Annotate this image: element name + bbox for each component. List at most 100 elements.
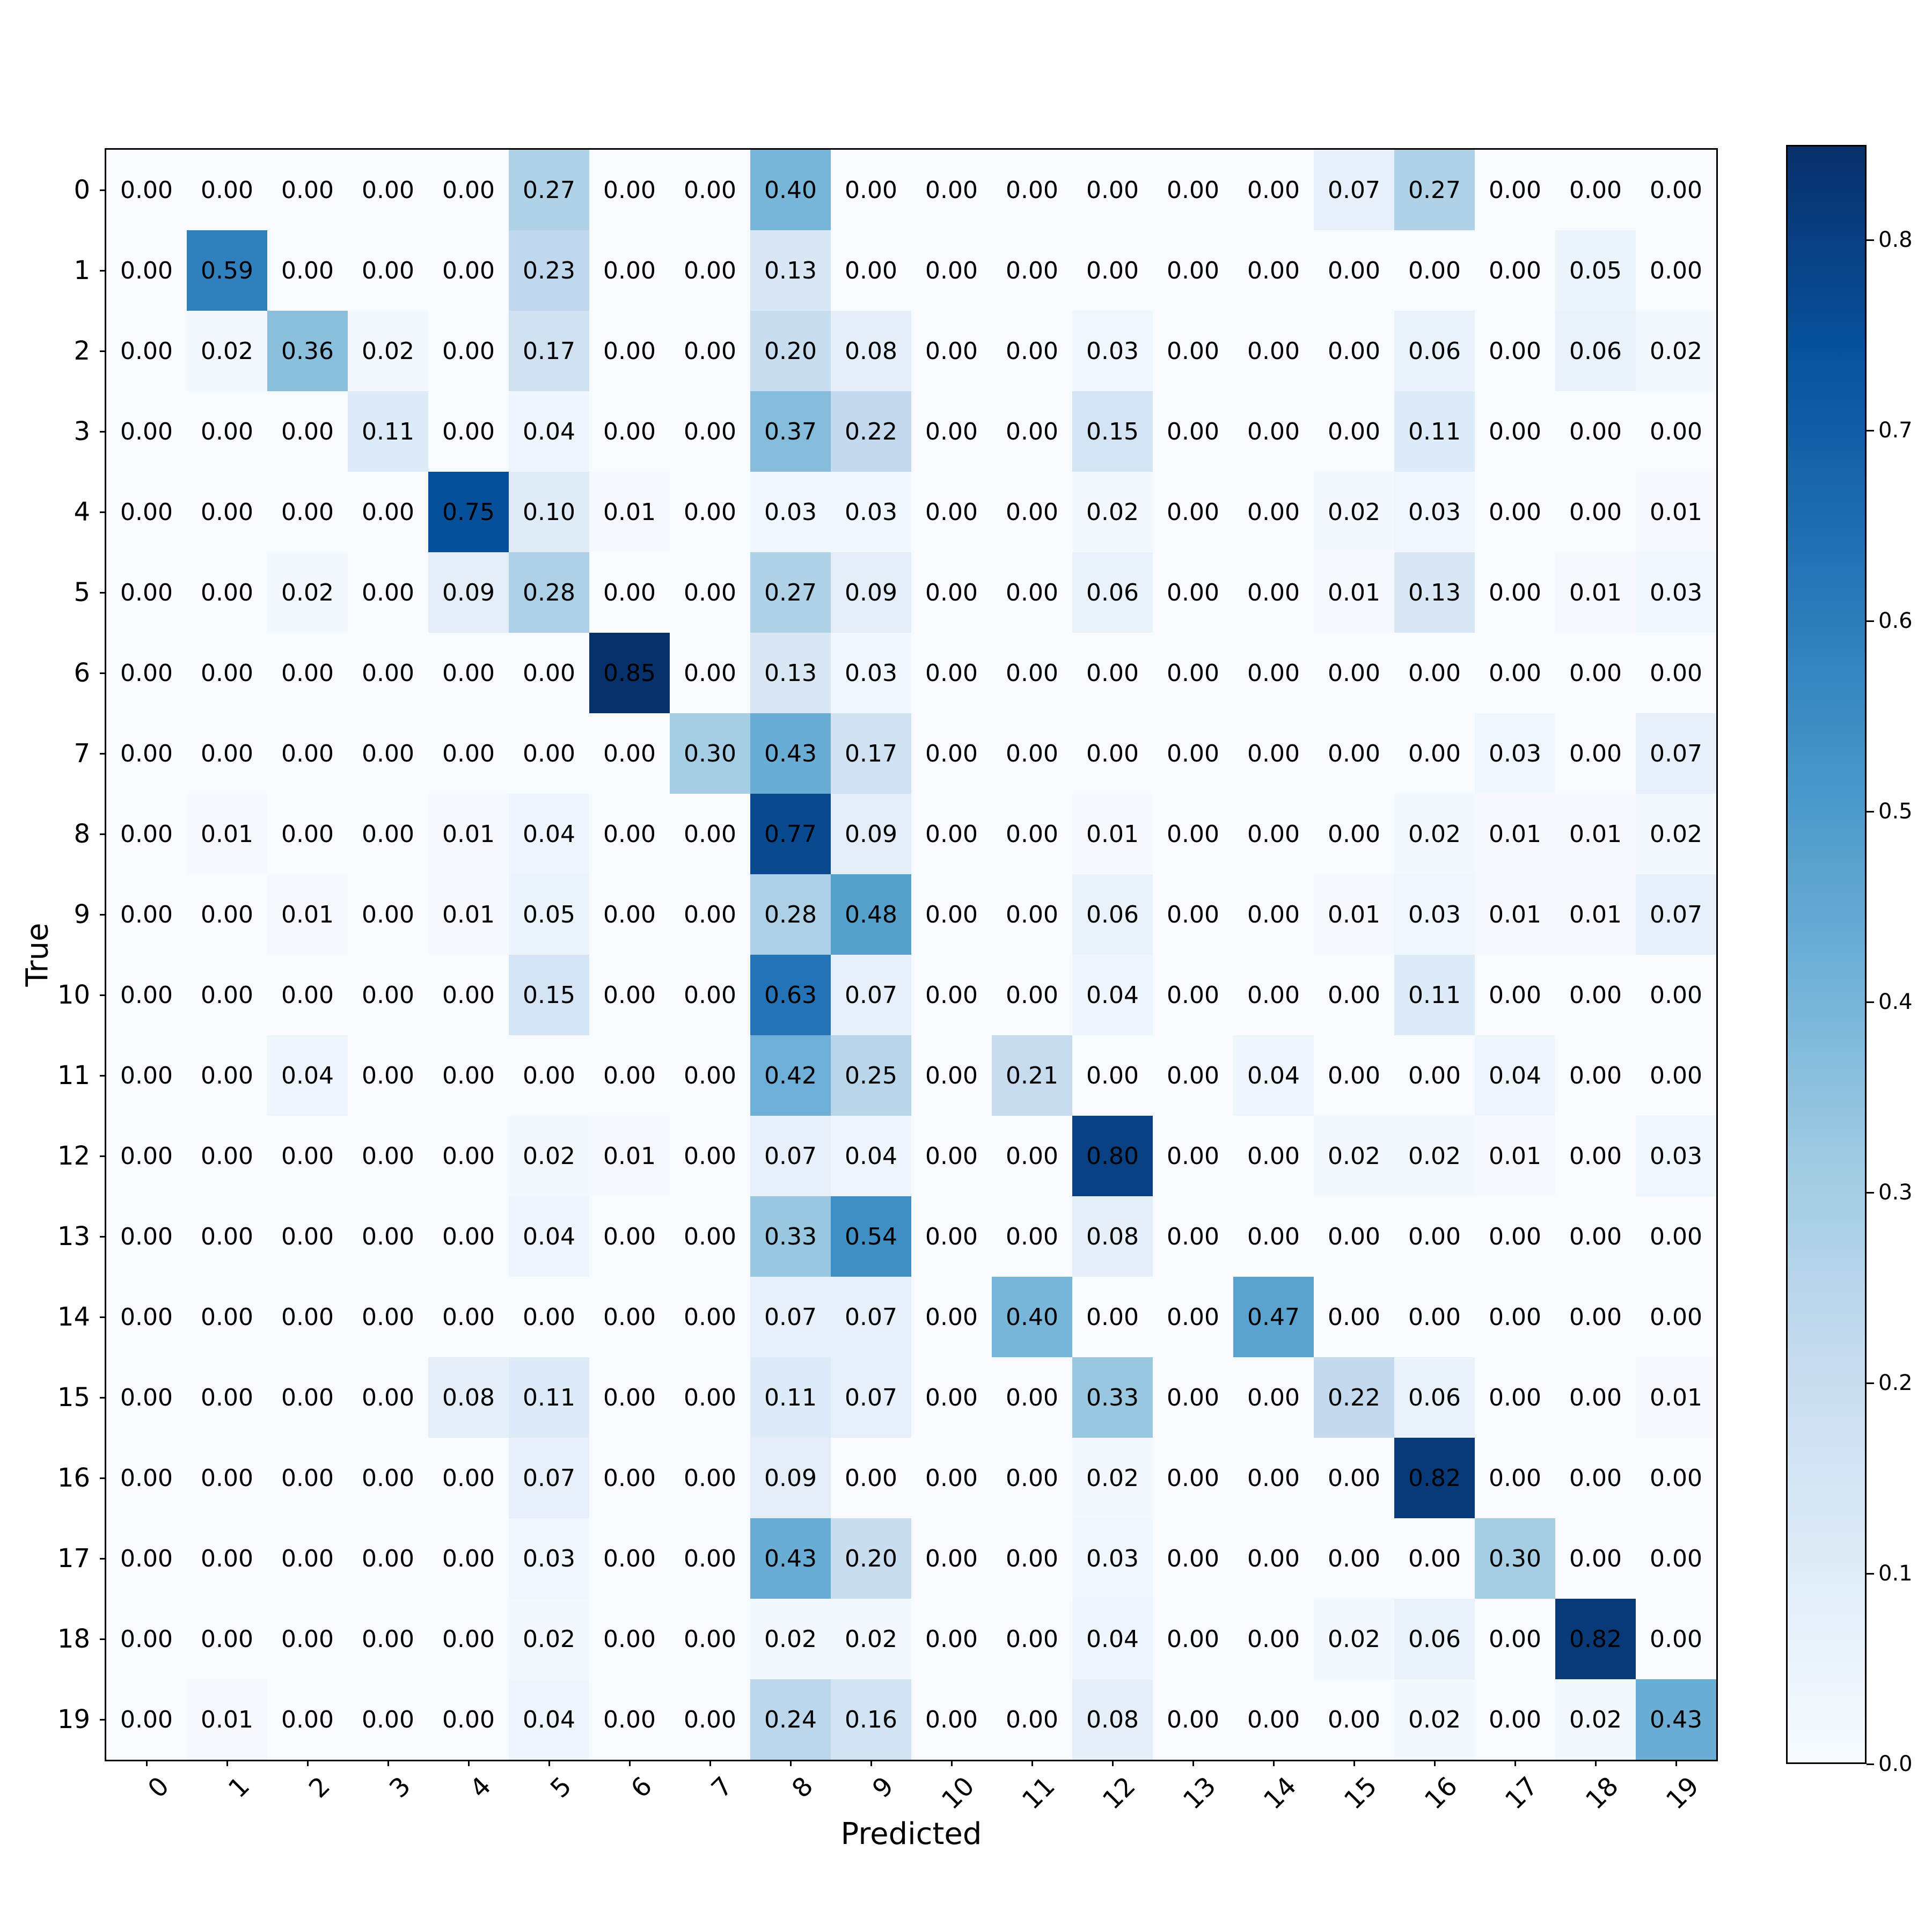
heatmap-cell: 0.00 (106, 1357, 187, 1438)
heatmap-cell: 0.00 (911, 230, 992, 311)
heatmap-cell: 0.00 (1153, 230, 1233, 311)
x-tick-label: 5 (545, 1771, 578, 1804)
heatmap-cell: 0.00 (1314, 230, 1394, 311)
y-tick-mark (100, 1155, 106, 1157)
heatmap-cell: 0.02 (1636, 794, 1716, 874)
y-tick-mark (100, 1236, 106, 1238)
heatmap-cell: 0.00 (267, 713, 348, 794)
y-tick-label: 6 (74, 658, 90, 688)
heatmap-cell: 0.00 (1475, 1196, 1555, 1277)
heatmap-cell: 0.27 (750, 552, 831, 633)
heatmap-cell: 0.00 (267, 391, 348, 472)
y-tick-label: 8 (74, 819, 90, 849)
x-tick-mark (1595, 1760, 1597, 1766)
x-tick-mark (1675, 1760, 1677, 1766)
heatmap-cell: 0.00 (1233, 1438, 1314, 1518)
heatmap-cell: 0.00 (670, 1438, 750, 1518)
heatmap-cell: 0.77 (750, 794, 831, 874)
heatmap-cell: 0.00 (267, 1277, 348, 1357)
heatmap-cell: 0.00 (1233, 311, 1314, 391)
heatmap-cell: 0.00 (428, 230, 509, 311)
heatmap-cell: 0.00 (992, 391, 1072, 472)
heatmap-cell: 0.00 (670, 1599, 750, 1679)
heatmap-cell: 0.00 (589, 1438, 670, 1518)
heatmap-cell: 0.00 (1555, 713, 1636, 794)
heatmap-cell: 0.00 (911, 1357, 992, 1438)
heatmap-cell: 0.59 (187, 230, 267, 311)
y-tick-mark (100, 914, 106, 916)
heatmap-cell: 0.00 (106, 391, 187, 472)
heatmap-cell: 0.00 (1233, 794, 1314, 874)
heatmap-cell: 0.00 (428, 1277, 509, 1357)
y-tick-label: 5 (74, 577, 90, 608)
heatmap-cell: 0.00 (1555, 955, 1636, 1035)
x-tick-mark (629, 1760, 631, 1766)
heatmap-cell: 0.00 (1555, 150, 1636, 230)
y-tick-label: 17 (57, 1543, 90, 1574)
heatmap-cell: 0.00 (1475, 633, 1555, 713)
heatmap-cell: 0.00 (1314, 1518, 1394, 1599)
y-tick-label: 13 (57, 1221, 90, 1252)
heatmap-cell: 0.00 (1233, 1518, 1314, 1599)
heatmap-cell: 0.00 (911, 1599, 992, 1679)
heatmap-cell: 0.80 (1072, 1116, 1153, 1196)
heatmap-cell: 0.07 (750, 1277, 831, 1357)
heatmap-cell: 0.03 (1072, 311, 1153, 391)
heatmap-cell: 0.24 (750, 1679, 831, 1760)
heatmap-cell: 0.01 (1555, 552, 1636, 633)
heatmap-cell: 0.75 (428, 472, 509, 552)
x-tick-mark (951, 1760, 953, 1766)
heatmap-cell: 0.00 (1233, 391, 1314, 472)
heatmap-cell: 0.00 (187, 150, 267, 230)
x-tick-label: 12 (1096, 1771, 1141, 1816)
heatmap-cell: 0.00 (670, 1196, 750, 1277)
heatmap-cell: 0.37 (750, 391, 831, 472)
heatmap-cell: 0.00 (428, 1035, 509, 1116)
heatmap-cell: 0.00 (911, 150, 992, 230)
heatmap-cell: 0.00 (187, 1196, 267, 1277)
heatmap-cell: 0.43 (750, 1518, 831, 1599)
heatmap-cell: 0.16 (831, 1679, 911, 1760)
heatmap-cell: 0.00 (911, 1438, 992, 1518)
heatmap-cell: 0.00 (911, 955, 992, 1035)
heatmap-cell: 0.47 (1233, 1277, 1314, 1357)
heatmap-cell: 0.00 (1555, 1357, 1636, 1438)
heatmap-cell: 0.00 (831, 230, 911, 311)
heatmap-cell: 0.00 (670, 1679, 750, 1760)
heatmap-cell: 0.36 (267, 311, 348, 391)
heatmap-cell: 0.00 (428, 1438, 509, 1518)
heatmap-cell: 0.00 (911, 1196, 992, 1277)
heatmap-cell: 0.00 (1153, 150, 1233, 230)
heatmap-cell: 0.02 (1555, 1679, 1636, 1760)
heatmap-cell: 0.01 (1555, 794, 1636, 874)
heatmap-cell: 0.00 (911, 311, 992, 391)
heatmap-cell: 0.00 (911, 1035, 992, 1116)
x-tick-mark (790, 1760, 792, 1766)
heatmap-cell: 0.20 (750, 311, 831, 391)
heatmap-cell: 0.00 (106, 1679, 187, 1760)
heatmap-cell: 0.00 (428, 391, 509, 472)
y-tick-label: 3 (74, 416, 90, 447)
heatmap-cell: 0.00 (1314, 1196, 1394, 1277)
heatmap-cell: 0.01 (1636, 1357, 1716, 1438)
heatmap-cell: 0.54 (831, 1196, 911, 1277)
heatmap-cell: 0.30 (1475, 1518, 1555, 1599)
y-tick-mark (100, 1397, 106, 1399)
x-tick-label: 10 (935, 1771, 980, 1816)
heatmap-cell: 0.00 (267, 1438, 348, 1518)
heatmap-cell: 0.00 (589, 230, 670, 311)
heatmap-cell: 0.00 (1636, 955, 1716, 1035)
heatmap-cell: 0.01 (1072, 794, 1153, 874)
heatmap-cell: 0.00 (1153, 1357, 1233, 1438)
heatmap-cell: 0.00 (911, 1518, 992, 1599)
heatmap-cell: 0.00 (670, 633, 750, 713)
heatmap-cell: 0.05 (509, 874, 589, 955)
x-tick-mark (1031, 1760, 1033, 1766)
heatmap-cell: 0.04 (831, 1116, 911, 1196)
heatmap-cell: 0.00 (1475, 391, 1555, 472)
heatmap-cell: 0.33 (750, 1196, 831, 1277)
heatmap-cell: 0.00 (1072, 1035, 1153, 1116)
heatmap-cell: 0.00 (1233, 874, 1314, 955)
heatmap-cell: 0.02 (750, 1599, 831, 1679)
